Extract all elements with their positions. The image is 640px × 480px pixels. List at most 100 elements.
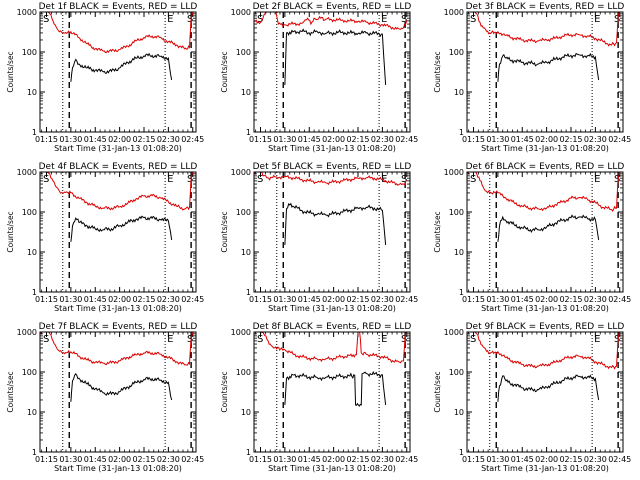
plot-frame	[39, 11, 197, 133]
y-axis-label: Counts/sec	[433, 211, 442, 252]
x-tick-label: 02:00	[108, 455, 131, 464]
lld-series-line	[467, 172, 622, 212]
x-tick-label: 01:30	[486, 455, 509, 464]
y-tick-label: 1	[246, 288, 251, 297]
x-tick-label: 02:45	[181, 135, 204, 144]
y-tick-label: 100	[449, 208, 464, 217]
x-tick-label: 01:15	[249, 295, 272, 304]
x-tick-label: 02:30	[584, 455, 607, 464]
end-marker-label: E	[594, 14, 600, 25]
y-tick-label: 1000	[231, 168, 251, 177]
start-marker-label-right: S	[614, 174, 620, 185]
plot-frame	[39, 331, 197, 453]
y-tick-label: 1	[459, 128, 464, 137]
events-series-line	[70, 215, 173, 242]
panel-det-8: Det 8f BLACK = Events, RED = LLD Counts/s…	[220, 322, 418, 473]
start-marker-label: S	[43, 174, 49, 185]
x-tick-label: 01:45	[84, 455, 107, 464]
start-marker-label-right: S	[401, 334, 407, 345]
x-axis-label: Start Time (31-Jan-13 01:08:20)	[481, 144, 609, 153]
start-marker-label-right: S	[401, 14, 407, 25]
events-series-line	[497, 374, 600, 402]
x-tick-label: 02:15	[132, 135, 155, 144]
x-tick-label: 01:15	[35, 135, 58, 144]
y-tick-label: 10	[27, 408, 37, 417]
plot-frame	[466, 331, 624, 453]
x-tick-label: 01:45	[84, 135, 107, 144]
panel-det-3: Det 3f BLACK = Events, RED = LLD Counts/s…	[433, 2, 631, 153]
x-tick-label: 02:15	[346, 135, 369, 144]
x-axis-label: Start Time (31-Jan-13 01:08:20)	[481, 464, 609, 473]
x-tick-label: 02:00	[322, 455, 345, 464]
lld-series-line	[254, 172, 407, 186]
x-axis-label: Start Time (31-Jan-13 01:08:20)	[54, 144, 182, 153]
x-tick-label: 02:00	[535, 455, 558, 464]
x-tick-label: 02:15	[559, 455, 582, 464]
x-tick-label: 01:15	[35, 295, 58, 304]
y-tick-label: 100	[22, 208, 37, 217]
events-series-line	[284, 28, 387, 85]
start-marker-label-right: S	[614, 14, 620, 25]
x-tick-label: 02:00	[535, 295, 558, 304]
x-tick-label: 01:45	[511, 135, 534, 144]
start-marker-label: S	[43, 14, 49, 25]
x-tick-label: 01:45	[298, 455, 321, 464]
y-tick-label: 10	[241, 408, 251, 417]
x-tick-label: 01:15	[249, 455, 272, 464]
start-marker-label: S	[470, 174, 476, 185]
y-axis-label: Counts/sec	[6, 211, 15, 252]
y-axis-label: Counts/sec	[6, 51, 15, 92]
x-tick-label: 01:15	[462, 135, 485, 144]
x-tick-label: 02:30	[371, 455, 394, 464]
x-tick-label: 02:45	[181, 455, 204, 464]
x-tick-label: 01:15	[462, 295, 485, 304]
plot-frame	[466, 11, 624, 133]
x-tick-label: 01:45	[511, 455, 534, 464]
events-series-line	[70, 52, 173, 82]
x-tick-label: 01:30	[59, 135, 82, 144]
y-tick-label: 1	[32, 288, 37, 297]
start-marker-label-right: S	[187, 14, 193, 25]
x-tick-label: 02:45	[608, 295, 631, 304]
x-tick-label: 01:15	[462, 455, 485, 464]
panel-det-5: Det 5f BLACK = Events, RED = LLD Counts/s…	[220, 162, 418, 313]
panel-det-6: Det 6f BLACK = Events, RED = LLD Counts/s…	[433, 162, 631, 313]
lld-series-line	[254, 12, 408, 30]
x-tick-label: 02:30	[584, 295, 607, 304]
y-tick-label: 100	[449, 48, 464, 57]
y-axis-label: Counts/sec	[220, 51, 229, 92]
x-tick-label: 01:30	[59, 455, 82, 464]
x-tick-label: 01:30	[486, 135, 509, 144]
y-tick-label: 10	[454, 248, 464, 257]
end-marker-label: E	[381, 14, 387, 25]
x-tick-label: 02:15	[559, 135, 582, 144]
panel-det-2: Det 2f BLACK = Events, RED = LLD Counts/s…	[220, 2, 418, 153]
plot-frame	[466, 171, 624, 293]
x-axis-label: Start Time (31-Jan-13 01:08:20)	[268, 144, 396, 153]
x-tick-label: 02:15	[559, 295, 582, 304]
y-tick-label: 100	[236, 208, 251, 217]
y-tick-label: 1000	[17, 8, 37, 17]
x-tick-label: 01:45	[298, 135, 321, 144]
y-tick-label: 1000	[231, 328, 251, 337]
x-tick-label: 02:15	[346, 295, 369, 304]
panel-title: Det 4f BLACK = Events, RED = LLD	[39, 162, 198, 172]
y-tick-label: 100	[22, 368, 37, 377]
start-marker-label-right: S	[187, 334, 193, 345]
y-tick-label: 10	[454, 88, 464, 97]
x-tick-label: 02:30	[584, 135, 607, 144]
lld-series-line	[467, 12, 622, 47]
end-marker-label: E	[594, 174, 600, 185]
panel-det-9: Det 9f BLACK = Events, RED = LLD Counts/s…	[433, 322, 631, 473]
x-tick-label: 01:15	[249, 135, 272, 144]
panel-title: Det 5f BLACK = Events, RED = LLD	[253, 162, 412, 172]
end-marker-label: E	[381, 174, 387, 185]
events-series-line	[497, 52, 600, 82]
x-tick-label: 01:15	[35, 455, 58, 464]
start-marker-label-right: S	[614, 334, 620, 345]
panel-title: Det 7f BLACK = Events, RED = LLD	[39, 322, 198, 332]
start-marker-label-right: S	[187, 174, 193, 185]
y-axis-label: Counts/sec	[6, 371, 15, 412]
x-tick-label: 01:45	[298, 295, 321, 304]
y-tick-label: 1000	[17, 168, 37, 177]
